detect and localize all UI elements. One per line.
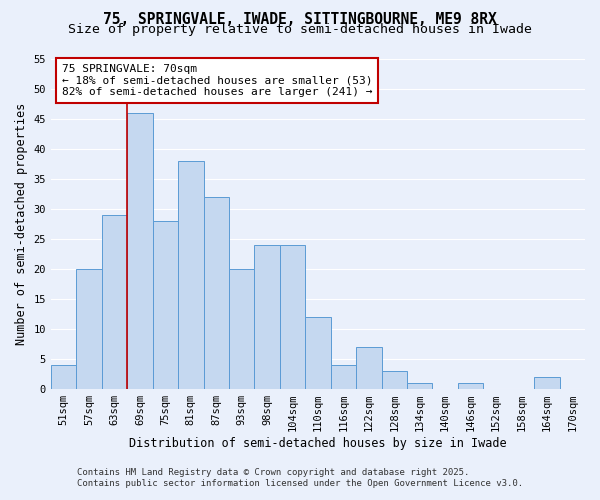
Bar: [331, 365, 356, 389]
Text: Contains HM Land Registry data © Crown copyright and database right 2025.
Contai: Contains HM Land Registry data © Crown c…: [77, 468, 523, 487]
Bar: [305, 317, 331, 389]
Bar: [254, 245, 280, 389]
X-axis label: Distribution of semi-detached houses by size in Iwade: Distribution of semi-detached houses by …: [129, 437, 507, 450]
Text: 75, SPRINGVALE, IWADE, SITTINGBOURNE, ME9 8RX: 75, SPRINGVALE, IWADE, SITTINGBOURNE, ME…: [103, 12, 497, 28]
Y-axis label: Number of semi-detached properties: Number of semi-detached properties: [15, 103, 28, 345]
Bar: [280, 245, 305, 389]
Bar: [356, 347, 382, 389]
Bar: [178, 161, 203, 389]
Bar: [127, 113, 152, 389]
Bar: [152, 221, 178, 389]
Bar: [407, 383, 433, 389]
Bar: [203, 197, 229, 389]
Bar: [458, 383, 483, 389]
Bar: [534, 377, 560, 389]
Text: Size of property relative to semi-detached houses in Iwade: Size of property relative to semi-detach…: [68, 22, 532, 36]
Text: 75 SPRINGVALE: 70sqm
← 18% of semi-detached houses are smaller (53)
82% of semi-: 75 SPRINGVALE: 70sqm ← 18% of semi-detac…: [62, 64, 372, 97]
Bar: [382, 371, 407, 389]
Bar: [102, 215, 127, 389]
Bar: [229, 269, 254, 389]
Bar: [51, 365, 76, 389]
Bar: [76, 269, 102, 389]
